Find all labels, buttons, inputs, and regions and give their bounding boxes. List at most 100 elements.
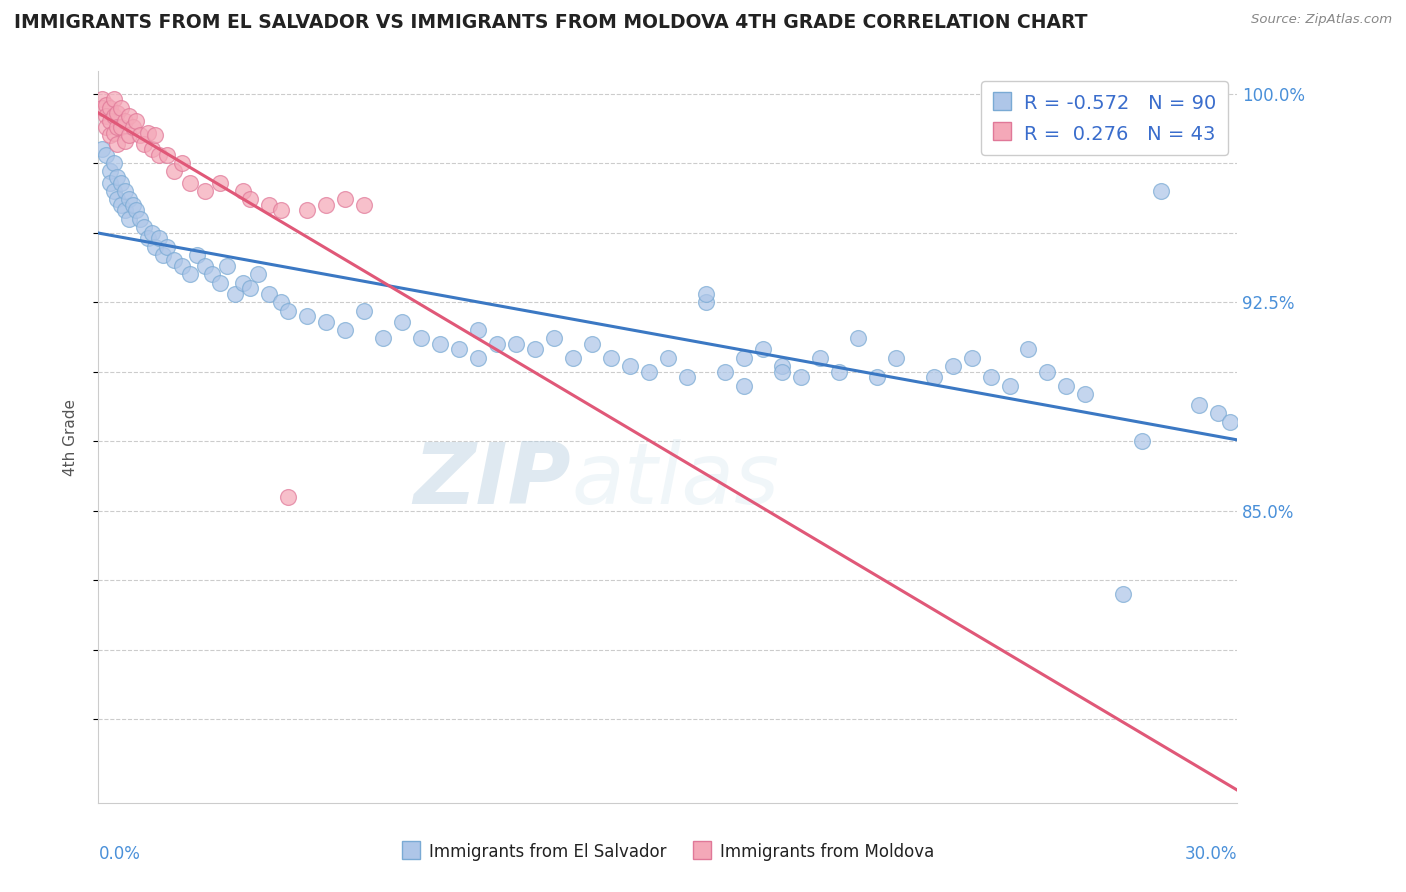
- Point: [270, 203, 292, 218]
- Point: [638, 365, 661, 379]
- Point: [1208, 406, 1230, 420]
- Point: [979, 370, 1001, 384]
- Point: [121, 198, 143, 212]
- Point: [121, 120, 143, 134]
- Point: [505, 337, 527, 351]
- Point: [194, 259, 217, 273]
- Point: [866, 370, 889, 384]
- Point: [201, 268, 224, 282]
- Point: [297, 309, 319, 323]
- Point: [259, 198, 281, 212]
- Point: [114, 203, 136, 218]
- Point: [486, 337, 509, 351]
- Point: [714, 365, 737, 379]
- Point: [695, 286, 717, 301]
- Point: [179, 268, 201, 282]
- Point: [107, 169, 129, 184]
- Point: [1219, 415, 1241, 429]
- Point: [129, 211, 152, 226]
- Point: [846, 331, 869, 345]
- Point: [103, 126, 125, 140]
- Point: [170, 259, 193, 273]
- Point: [103, 156, 125, 170]
- Point: [1018, 343, 1040, 357]
- Point: [118, 128, 141, 143]
- Point: [411, 331, 433, 345]
- Point: [353, 303, 375, 318]
- Point: [543, 331, 565, 345]
- Point: [922, 370, 945, 384]
- Point: [118, 192, 141, 206]
- Point: [98, 101, 121, 115]
- Point: [94, 109, 117, 123]
- Point: [429, 337, 451, 351]
- Point: [94, 97, 117, 112]
- Point: [114, 184, 136, 198]
- Point: [103, 109, 125, 123]
- Point: [148, 231, 170, 245]
- Point: [733, 351, 755, 365]
- Point: [371, 331, 394, 345]
- Point: [125, 203, 148, 218]
- Point: [297, 203, 319, 218]
- Point: [103, 184, 125, 198]
- Point: [110, 198, 132, 212]
- Point: [884, 351, 907, 365]
- Point: [270, 295, 292, 310]
- Point: [1150, 184, 1173, 198]
- Text: Source: ZipAtlas.com: Source: ZipAtlas.com: [1251, 13, 1392, 27]
- Point: [98, 164, 121, 178]
- Point: [145, 128, 167, 143]
- Point: [1036, 365, 1059, 379]
- Point: [232, 276, 254, 290]
- Point: [110, 101, 132, 115]
- Point: [676, 370, 699, 384]
- Point: [110, 176, 132, 190]
- Legend: Immigrants from El Salvador, Immigrants from Moldova: Immigrants from El Salvador, Immigrants …: [395, 836, 941, 868]
- Point: [1074, 387, 1097, 401]
- Point: [600, 351, 623, 365]
- Point: [114, 114, 136, 128]
- Point: [467, 323, 489, 337]
- Point: [98, 176, 121, 190]
- Point: [315, 198, 337, 212]
- Point: [828, 365, 851, 379]
- Point: [91, 101, 114, 115]
- Point: [695, 295, 717, 310]
- Point: [152, 248, 174, 262]
- Point: [960, 351, 983, 365]
- Point: [1112, 587, 1135, 601]
- Point: [808, 351, 831, 365]
- Text: 30.0%: 30.0%: [1185, 845, 1237, 863]
- Point: [110, 120, 132, 134]
- Point: [277, 303, 299, 318]
- Point: [170, 156, 193, 170]
- Point: [232, 184, 254, 198]
- Point: [107, 192, 129, 206]
- Y-axis label: 4th Grade: 4th Grade: [63, 399, 77, 475]
- Point: [186, 248, 208, 262]
- Point: [132, 136, 155, 151]
- Point: [129, 128, 152, 143]
- Point: [94, 148, 117, 162]
- Point: [657, 351, 679, 365]
- Point: [581, 337, 603, 351]
- Point: [619, 359, 641, 373]
- Point: [1132, 434, 1154, 449]
- Point: [125, 114, 148, 128]
- Point: [163, 164, 186, 178]
- Point: [942, 359, 965, 373]
- Point: [467, 351, 489, 365]
- Point: [217, 259, 239, 273]
- Point: [1188, 398, 1211, 412]
- Text: IMMIGRANTS FROM EL SALVADOR VS IMMIGRANTS FROM MOLDOVA 4TH GRADE CORRELATION CHA: IMMIGRANTS FROM EL SALVADOR VS IMMIGRANT…: [14, 13, 1088, 32]
- Point: [91, 92, 114, 106]
- Point: [136, 126, 159, 140]
- Point: [141, 226, 163, 240]
- Point: [770, 365, 793, 379]
- Point: [752, 343, 775, 357]
- Point: [132, 220, 155, 235]
- Point: [179, 176, 201, 190]
- Point: [315, 315, 337, 329]
- Point: [141, 142, 163, 156]
